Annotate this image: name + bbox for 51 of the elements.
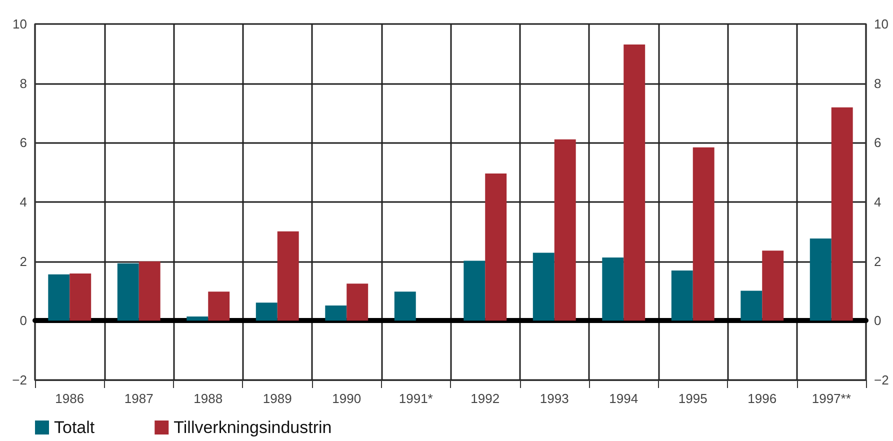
y2-tick-label: 0 (874, 313, 882, 328)
x-tick-label: 1991* (398, 391, 433, 406)
y2-tick-label: 4 (874, 194, 882, 210)
legend-label: Totalt (54, 418, 95, 437)
bar (186, 316, 208, 321)
x-tick-label: 1990 (332, 391, 362, 406)
bar (346, 284, 368, 321)
bar (208, 292, 230, 321)
bar (394, 292, 416, 321)
y-tick-label: 0 (20, 313, 27, 328)
bar (485, 174, 507, 321)
x-tick-label: 1989 (262, 391, 292, 406)
x-tick-label: 1997** (812, 391, 851, 406)
bar (138, 261, 160, 321)
bar (624, 44, 646, 321)
y-tick-label: −2 (12, 372, 27, 388)
bar (117, 263, 139, 321)
y-tick-label: 6 (20, 135, 27, 150)
y2-tick-label: −2 (874, 372, 889, 388)
bar (762, 250, 784, 321)
y2-tick-label: 8 (874, 76, 882, 91)
bar (692, 147, 714, 321)
x-tick-label: 1993 (540, 391, 569, 406)
bar (532, 252, 554, 321)
bar (277, 231, 299, 321)
x-tick-label: 1986 (55, 391, 84, 406)
y2-tick-label: 6 (874, 135, 882, 150)
bar (810, 238, 832, 321)
x-tick-label: 1988 (194, 391, 223, 406)
x-tick-label: 1994 (609, 391, 638, 406)
y2-tick-label: 10 (874, 16, 888, 32)
bar (464, 260, 486, 321)
y-tick-label: 10 (12, 16, 27, 32)
bar (325, 306, 347, 321)
bar (256, 302, 278, 321)
y-tick-label: 2 (20, 254, 27, 269)
bar (554, 139, 576, 321)
bar (48, 274, 70, 321)
x-tick-label: 1987 (124, 391, 154, 406)
x-tick-label: 1996 (748, 391, 777, 406)
bar (602, 257, 624, 321)
x-tick-label: 1995 (678, 391, 708, 406)
bar (740, 290, 762, 321)
y-tick-label: 4 (20, 194, 27, 210)
bar (831, 107, 853, 321)
y2-tick-label: 2 (874, 254, 882, 269)
legend-label: Tillverkningsindustrin (174, 418, 332, 437)
y-tick-label: 8 (20, 76, 27, 91)
x-tick-label: 1992 (470, 391, 500, 406)
bar (671, 270, 693, 321)
bar (70, 273, 92, 321)
